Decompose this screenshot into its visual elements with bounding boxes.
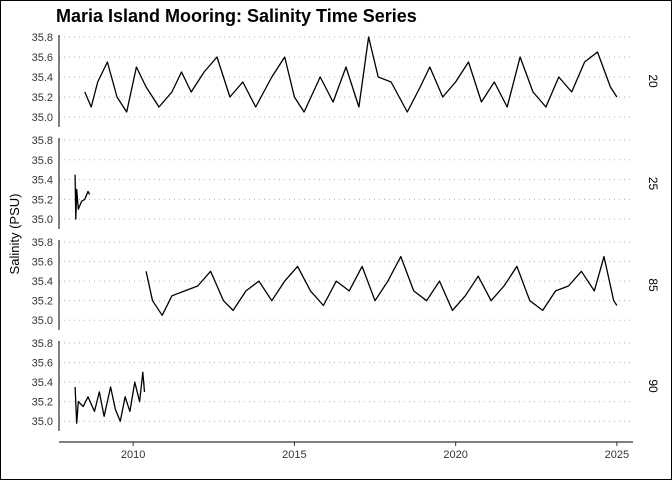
x-tick-label: 2010: [121, 449, 145, 461]
y-axis-label: Salinity (PSU): [7, 194, 22, 275]
series-line-20: [84, 36, 618, 113]
y-tick-label: 35.4: [32, 377, 53, 389]
series-line-25: [74, 174, 91, 220]
facet-label: 25: [646, 177, 660, 191]
y-tick-label: 35.2: [32, 92, 53, 104]
y-tick-label: 35.4: [32, 72, 53, 84]
chart-title: Maria Island Mooring: Salinity Time Seri…: [56, 6, 417, 26]
facet-label: 20: [646, 74, 660, 88]
y-tick-label: 35.0: [32, 112, 53, 124]
y-tick-label: 35.6: [32, 52, 53, 64]
y-tick-label: 35.0: [32, 214, 53, 226]
x-tick-label: 2015: [282, 449, 306, 461]
x-tick-label: 2020: [443, 449, 467, 461]
series-line-85: [145, 255, 618, 316]
y-tick-label: 35.8: [32, 237, 53, 249]
y-tick-label: 35.6: [32, 257, 53, 269]
y-tick-label: 35.0: [32, 315, 53, 327]
y-tick-label: 35.8: [32, 32, 53, 44]
series-line-90: [74, 371, 146, 424]
y-tick-label: 35.2: [32, 194, 53, 206]
y-tick-label: 35.6: [32, 358, 53, 370]
y-tick-label: 35.4: [32, 276, 53, 288]
y-tick-label: 35.2: [32, 397, 53, 409]
facet-panels: 35.0 35.2 35.4 35.6 35.8 20 35.0 35.2 35.4 35.6 35…: [32, 32, 660, 461]
facet-label: 90: [646, 379, 660, 393]
y-tick-label: 35.8: [32, 338, 53, 350]
x-tick-label: 2025: [605, 449, 629, 461]
y-tick-label: 35.2: [32, 296, 53, 308]
facet-label: 85: [646, 278, 660, 292]
y-tick-label: 35.0: [32, 416, 53, 428]
y-tick-label: 35.6: [32, 155, 53, 167]
y-tick-label: 35.4: [32, 175, 53, 187]
y-tick-label: 35.8: [32, 135, 53, 147]
